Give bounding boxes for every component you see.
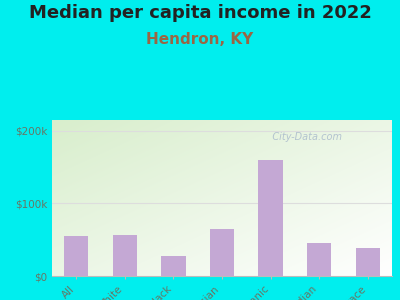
Bar <box>210 229 234 276</box>
Bar <box>161 256 186 276</box>
Text: Hendron, KY: Hendron, KY <box>146 32 254 46</box>
Bar <box>307 243 331 276</box>
Bar <box>356 248 380 276</box>
Bar <box>258 160 283 276</box>
Bar <box>113 235 137 276</box>
Text: Median per capita income in 2022: Median per capita income in 2022 <box>28 4 372 22</box>
Bar <box>64 236 88 276</box>
Text: City-Data.com: City-Data.com <box>263 133 342 142</box>
